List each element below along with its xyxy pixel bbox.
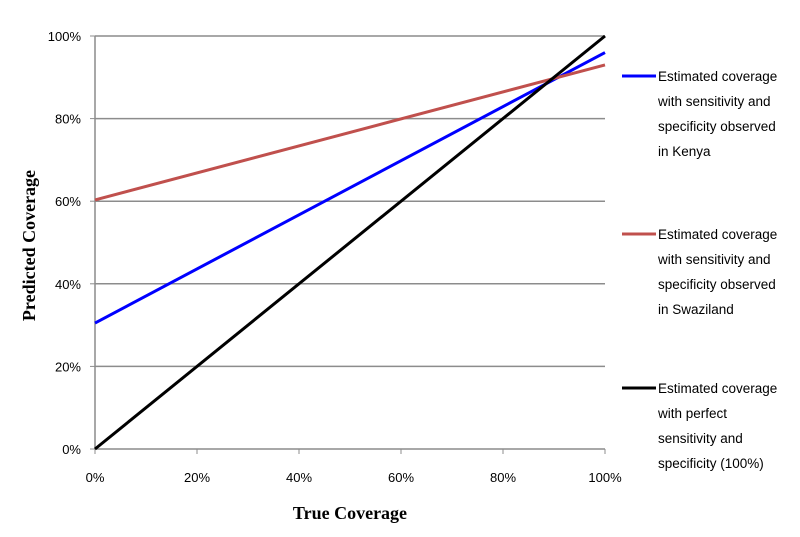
y-tick-label: 100%: [48, 29, 82, 44]
x-tick-label: 40%: [286, 470, 312, 485]
axes: [94, 36, 605, 450]
series-lines: [94, 34, 606, 451]
series-line-1: [94, 51, 606, 325]
legend-label: Estimated coverage with sensitivity and sp…: [657, 227, 777, 317]
y-tick-label: 40%: [55, 277, 81, 292]
y-tick-label: 0%: [62, 442, 81, 457]
x-tick-label: 0%: [86, 470, 105, 485]
legend-label: Estimated coverage with perfect sensitivit…: [657, 381, 777, 471]
y-axis-title: Predicted Coverage: [19, 170, 39, 321]
legend-item: Estimated coverage with sensitivity and sp…: [622, 69, 777, 159]
y-tick-label: 20%: [55, 359, 81, 374]
x-tick-label: 60%: [388, 470, 414, 485]
x-tick-labels: 0% 20% 40% 60% 80% 100%: [86, 449, 622, 485]
x-axis-title: True Coverage: [293, 503, 407, 523]
series-line-3: [94, 34, 606, 451]
legend-item: Estimated coverage with perfect sensitivit…: [622, 381, 777, 471]
x-tick-label: 80%: [490, 470, 516, 485]
legend: Estimated coverage with sensitivity and sp…: [622, 69, 777, 471]
series-line-2: [94, 63, 606, 202]
y-tick-label: 80%: [55, 112, 81, 127]
y-tick-label: 60%: [55, 194, 81, 209]
legend-label: Estimated coverage with sensitivity and sp…: [657, 69, 777, 159]
y-tick-labels: 0% 20% 40% 60% 80% 100%: [48, 29, 95, 457]
x-tick-label: 100%: [588, 470, 622, 485]
gridlines: [95, 35, 605, 368]
x-tick-label: 20%: [184, 470, 210, 485]
legend-item: Estimated coverage with sensitivity and sp…: [622, 227, 777, 317]
